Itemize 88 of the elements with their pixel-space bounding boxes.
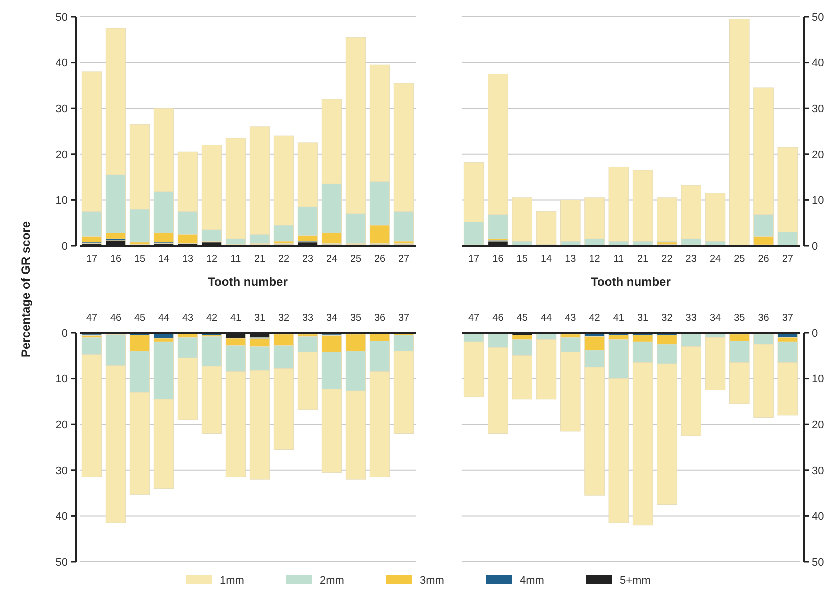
y-tick-label: 20	[56, 149, 68, 162]
y-tick-label: 20	[812, 149, 824, 162]
x-tick-label: 36	[758, 313, 770, 324]
x-tick-label: 41	[230, 313, 242, 324]
x-tick-label: 45	[134, 313, 146, 324]
x-tick-label: 42	[206, 313, 218, 324]
y-tick-label: 40	[812, 58, 824, 70]
x-axis-title: Tooth number	[208, 275, 288, 289]
x-tick-label: 37	[398, 313, 410, 324]
y-tick-label: 0	[62, 328, 68, 340]
x-tick-label: 43	[565, 313, 577, 324]
x-tick-label: 26	[374, 254, 386, 265]
y-tick-label: 50	[56, 556, 68, 569]
y-tick-label: 40	[812, 511, 824, 524]
y-tick-label: 0	[812, 328, 818, 340]
x-tick-label: 27	[782, 254, 794, 265]
x-tick-label: 16	[110, 254, 122, 265]
x-tick-label: 33	[686, 313, 698, 324]
y-tick-label: 30	[812, 103, 824, 116]
x-tick-label: 26	[758, 254, 770, 265]
x-tick-label: 21	[254, 254, 266, 265]
x-tick-label: 22	[662, 254, 674, 265]
x-tick-label: 15	[516, 254, 528, 265]
x-tick-label: 44	[158, 313, 170, 324]
y-tick-label: 30	[812, 465, 824, 478]
x-tick-label: 14	[540, 254, 552, 265]
x-tick-label: 47	[468, 313, 480, 324]
y-tick-label: 30	[56, 103, 68, 116]
x-tick-label: 12	[589, 254, 601, 265]
y-tick-label: 20	[56, 419, 68, 432]
x-tick-label: 47	[86, 313, 98, 324]
y-tick-label: 50	[812, 556, 824, 569]
x-tick-label: 23	[302, 254, 314, 265]
x-tick-label: 17	[468, 254, 480, 265]
legend-label: 5+mm	[620, 574, 651, 587]
x-tick-label: 34	[710, 313, 722, 324]
y-tick-label: 40	[56, 511, 68, 524]
y-tick-label: 10	[812, 374, 824, 386]
x-tick-label: 27	[398, 254, 410, 265]
x-tick-label: 43	[182, 313, 194, 324]
x-tick-label: 46	[110, 313, 122, 324]
x-tick-label: 13	[565, 254, 577, 265]
y-tick-label: 10	[56, 195, 68, 208]
x-tick-label: 41	[613, 313, 625, 324]
x-tick-label: 15	[134, 254, 146, 265]
x-tick-label: 21	[638, 254, 650, 265]
y-tick-label: 10	[812, 195, 824, 208]
x-tick-label: 33	[302, 313, 314, 324]
y-tick-label: 0	[812, 240, 818, 253]
x-tick-label: 22	[278, 254, 290, 265]
y-tick-label: 10	[56, 374, 68, 386]
x-tick-label: 14	[158, 254, 170, 265]
legend-label: 3mm	[420, 574, 444, 587]
y-tick-label: 0	[62, 240, 68, 253]
legend-label: 2mm	[320, 574, 344, 587]
y-tick-label: 30	[56, 465, 68, 478]
y-tick-label: 20	[812, 419, 824, 432]
x-axis-title: Tooth number	[591, 275, 672, 289]
x-tick-label: 31	[254, 313, 266, 324]
y-axis-title: Percentage of GR score	[19, 221, 33, 358]
x-tick-label: 25	[734, 254, 746, 265]
x-tick-label: 25	[350, 254, 362, 265]
x-tick-label: 42	[589, 313, 601, 324]
x-tick-label: 35	[350, 313, 362, 324]
x-tick-label: 45	[516, 313, 528, 324]
x-tick-label: 23	[686, 254, 698, 265]
x-tick-label: 13	[182, 254, 194, 265]
y-tick-label: 50	[56, 12, 68, 24]
x-tick-label: 11	[614, 254, 625, 265]
x-tick-label: 34	[326, 313, 338, 324]
x-tick-label: 31	[638, 313, 650, 324]
y-tick-label: 50	[812, 12, 824, 24]
x-tick-label: 37	[782, 313, 794, 324]
legend-label: 1mm	[220, 574, 244, 587]
x-tick-label: 46	[492, 313, 504, 324]
x-tick-label: 17	[86, 254, 98, 265]
x-tick-label: 12	[206, 254, 218, 265]
x-tick-label: 11	[230, 254, 242, 265]
x-tick-label: 35	[734, 313, 746, 324]
x-tick-label: 32	[278, 313, 290, 324]
x-tick-label: 24	[710, 254, 722, 265]
x-tick-label: 16	[492, 254, 504, 265]
x-tick-label: 24	[326, 254, 338, 265]
legend-label: 4mm	[520, 574, 544, 587]
x-tick-label: 36	[374, 313, 386, 324]
x-tick-label: 32	[662, 313, 674, 324]
x-tick-label: 44	[540, 313, 552, 324]
y-tick-label: 40	[56, 58, 68, 70]
